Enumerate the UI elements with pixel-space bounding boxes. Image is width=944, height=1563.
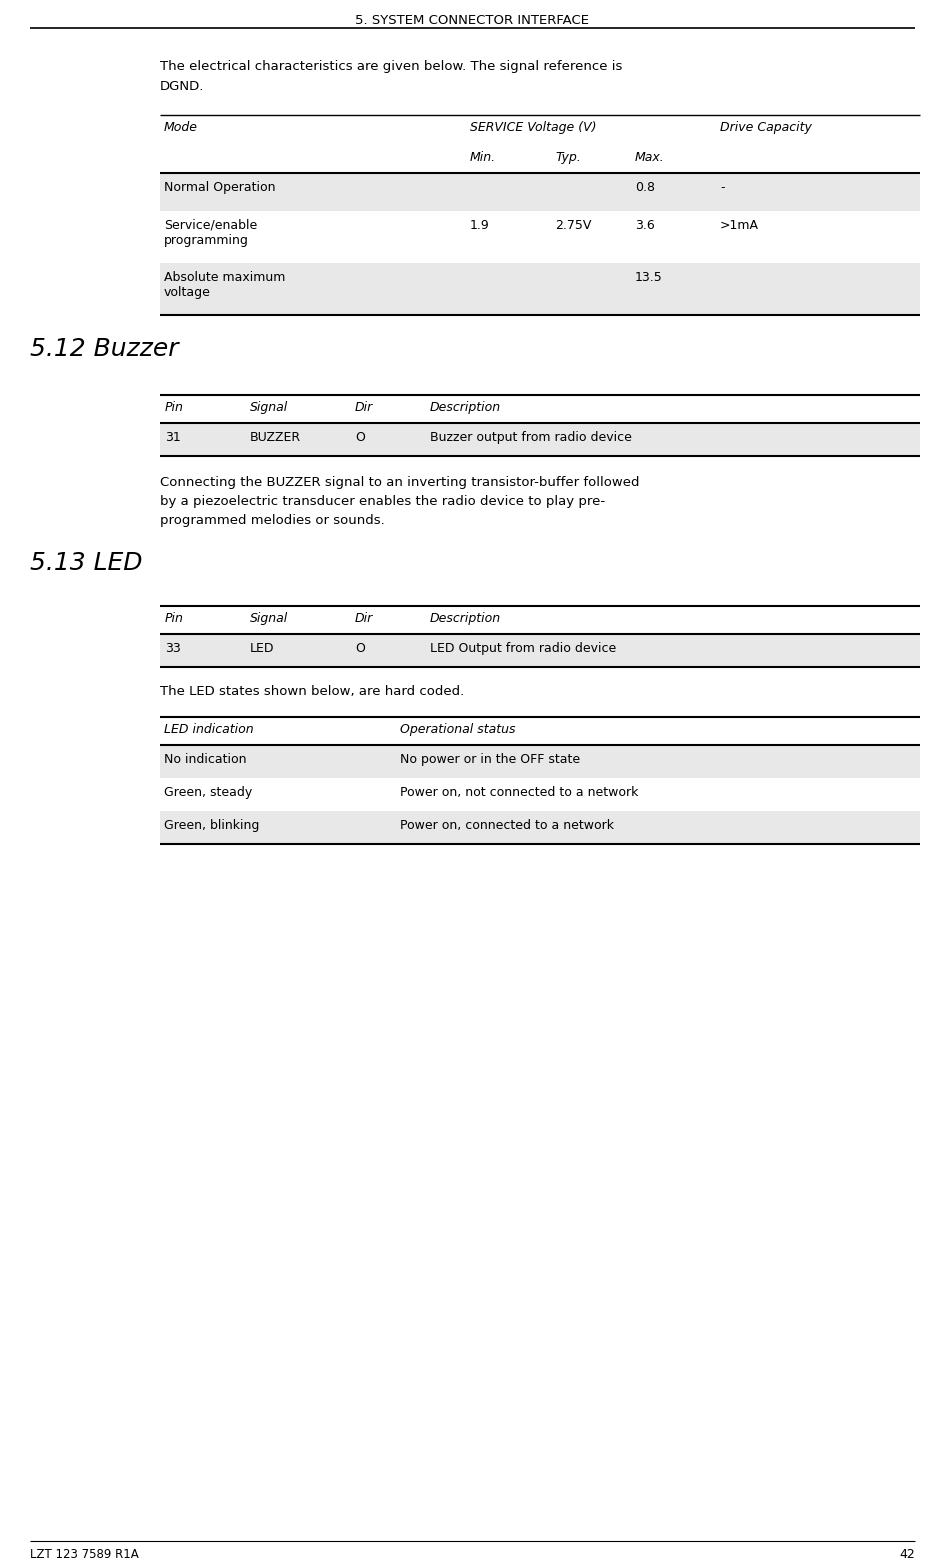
Text: 5.12 Buzzer: 5.12 Buzzer: [30, 338, 178, 361]
Text: Normal Operation: Normal Operation: [164, 181, 276, 194]
Text: BUZZER: BUZZER: [250, 431, 301, 444]
Text: 31: 31: [165, 431, 180, 444]
Bar: [160, 635, 919, 667]
Text: Power on, connected to a network: Power on, connected to a network: [399, 819, 614, 832]
Text: DGND.: DGND.: [160, 80, 204, 94]
Text: by a piezoelectric transducer enables the radio device to play pre-: by a piezoelectric transducer enables th…: [160, 495, 604, 508]
Text: 5. SYSTEM CONNECTOR INTERFACE: 5. SYSTEM CONNECTOR INTERFACE: [355, 14, 588, 27]
Text: LED Output from radio device: LED Output from radio device: [430, 642, 615, 655]
Text: LED indication: LED indication: [164, 724, 253, 736]
Text: Signal: Signal: [250, 613, 288, 625]
Text: 0.8: 0.8: [634, 181, 654, 194]
Bar: [160, 173, 919, 211]
Text: Pin: Pin: [165, 613, 184, 625]
Bar: [160, 778, 919, 811]
Text: No indication: No indication: [164, 753, 246, 766]
Text: Connecting the BUZZER signal to an inverting transistor-buffer followed: Connecting the BUZZER signal to an inver…: [160, 477, 639, 489]
Text: programmed melodies or sounds.: programmed melodies or sounds.: [160, 514, 384, 527]
Bar: [160, 211, 919, 263]
Bar: [160, 424, 919, 456]
Text: 33: 33: [165, 642, 180, 655]
Text: Dir: Dir: [355, 402, 373, 414]
Text: Service/enable
programming: Service/enable programming: [164, 219, 257, 247]
Text: Green, blinking: Green, blinking: [164, 819, 259, 832]
Text: The electrical characteristics are given below. The signal reference is: The electrical characteristics are given…: [160, 59, 622, 73]
Text: Min.: Min.: [469, 152, 496, 164]
Text: 1.9: 1.9: [469, 219, 489, 231]
Text: 2.75V: 2.75V: [554, 219, 591, 231]
Text: -: -: [719, 181, 724, 194]
Text: Signal: Signal: [250, 402, 288, 414]
Text: LZT 123 7589 R1A: LZT 123 7589 R1A: [30, 1547, 139, 1561]
Text: Buzzer output from radio device: Buzzer output from radio device: [430, 431, 632, 444]
Text: Drive Capacity: Drive Capacity: [719, 120, 811, 134]
Text: Description: Description: [430, 613, 500, 625]
Text: Typ.: Typ.: [554, 152, 581, 164]
Text: The LED states shown below, are hard coded.: The LED states shown below, are hard cod…: [160, 685, 464, 699]
Text: Power on, not connected to a network: Power on, not connected to a network: [399, 786, 638, 799]
Text: Pin: Pin: [165, 402, 184, 414]
Text: 5.13 LED: 5.13 LED: [30, 552, 143, 575]
Text: LED: LED: [250, 642, 274, 655]
Text: SERVICE Voltage (V): SERVICE Voltage (V): [469, 120, 596, 134]
Bar: [160, 811, 919, 844]
Bar: [160, 746, 919, 778]
Text: Description: Description: [430, 402, 500, 414]
Text: >1mA: >1mA: [719, 219, 758, 231]
Text: Dir: Dir: [355, 613, 373, 625]
Bar: [160, 263, 919, 316]
Text: 13.5: 13.5: [634, 270, 662, 284]
Text: Mode: Mode: [164, 120, 198, 134]
Text: 42: 42: [899, 1547, 914, 1561]
Text: No power or in the OFF state: No power or in the OFF state: [399, 753, 580, 766]
Text: 3.6: 3.6: [634, 219, 654, 231]
Text: Green, steady: Green, steady: [164, 786, 252, 799]
Text: Absolute maximum
voltage: Absolute maximum voltage: [164, 270, 285, 299]
Text: O: O: [355, 642, 364, 655]
Text: Max.: Max.: [634, 152, 664, 164]
Text: Operational status: Operational status: [399, 724, 515, 736]
Text: O: O: [355, 431, 364, 444]
